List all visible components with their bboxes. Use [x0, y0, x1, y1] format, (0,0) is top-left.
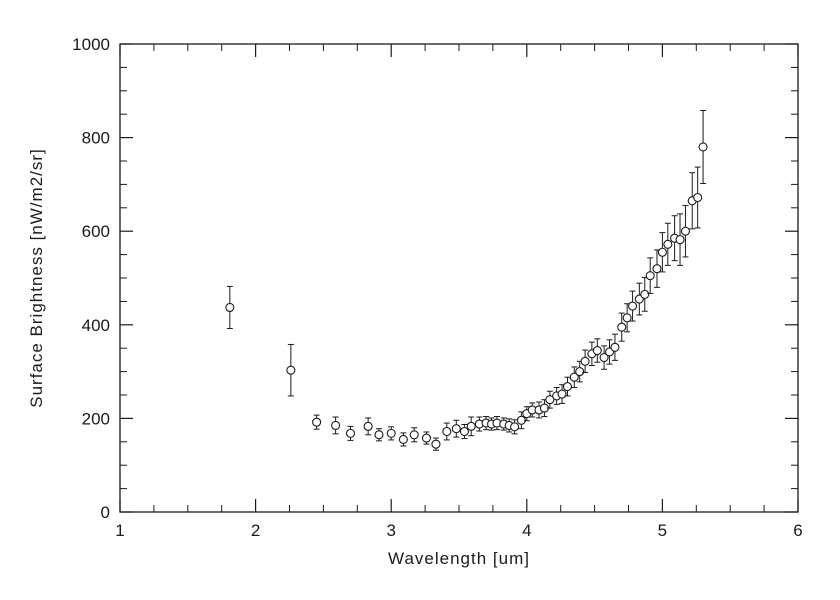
y-tick-label: 600 — [82, 222, 110, 241]
x-tick-label: 1 — [115, 521, 124, 540]
y-tick-label: 800 — [82, 129, 110, 148]
x-axis-title: Wavelength [um] — [388, 549, 530, 568]
x-tick-label: 2 — [251, 521, 260, 540]
data-series-layer — [225, 109, 708, 451]
axes-layer: 1 2 3 4 5 6 0 200 400 600 800 1000 — [72, 35, 803, 540]
x-tick-label: 4 — [522, 521, 531, 540]
x-tick-label: 3 — [386, 521, 395, 540]
x-tick-label: 6 — [793, 521, 802, 540]
y-tick-label: 200 — [82, 409, 110, 428]
y-tick-label: 400 — [82, 316, 110, 335]
x-tick-label: 5 — [658, 521, 667, 540]
y-axis-title: Surface Brightness [nW/m2/sr] — [27, 148, 46, 408]
y-tick-label: 1000 — [72, 35, 110, 54]
y-tick-label: 0 — [101, 503, 110, 522]
